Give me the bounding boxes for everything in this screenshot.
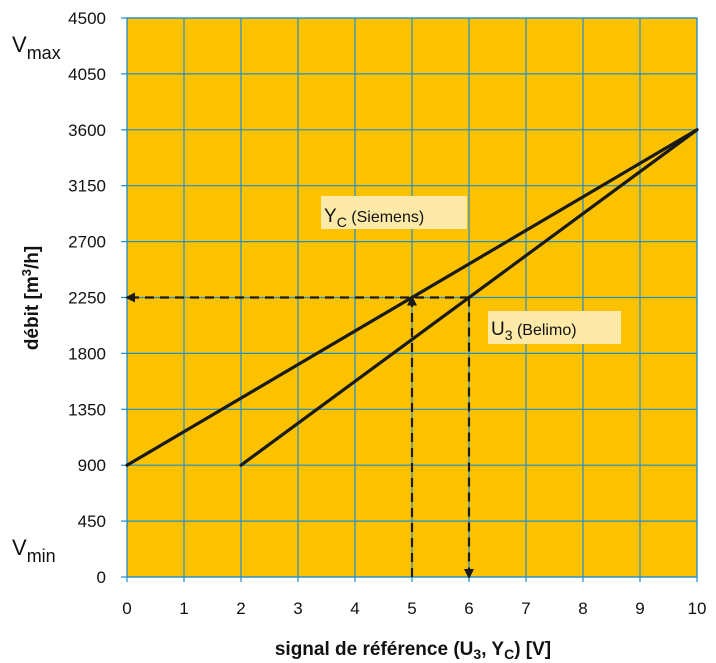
x-tick-label: 0 (122, 599, 131, 618)
v-min-label: Vmin (12, 535, 56, 566)
series-label-rest: (Belimo) (513, 322, 577, 339)
x-tick-label: 7 (521, 599, 530, 618)
y-tick-label: 1800 (68, 344, 106, 363)
y-tick-label: 3150 (68, 177, 106, 196)
series-label-belimo: U3 (Belimo) (488, 311, 621, 344)
y-tick-label: 4500 (68, 9, 106, 28)
svg-text:YC (Siemens): YC (Siemens) (324, 206, 424, 230)
svg-text:U3 (Belimo): U3 (Belimo) (491, 319, 577, 343)
axis-ticks (121, 17, 698, 582)
v-max-label: Vmax (12, 32, 61, 63)
y-tick-label: 2250 (68, 289, 106, 308)
series-label-rest: (Siemens) (347, 209, 424, 226)
y-tick-label: 2700 (68, 233, 106, 252)
series-label-sub: 3 (505, 327, 513, 343)
series-label-main: U (491, 319, 505, 340)
series-label-sub: C (337, 214, 347, 230)
x-axis-title: signal de référence (U3, YC) [V] (275, 639, 551, 662)
y-tick-label: 4050 (68, 65, 106, 84)
x-tick-label: 2 (236, 599, 245, 618)
x-tick-label: 1 (179, 599, 188, 618)
x-tick-label: 3 (293, 599, 302, 618)
y-tick-labels: 0 450 900 1350 1800 2250 2700 3150 3600 4050 4500 (68, 9, 106, 587)
x-tick-label: 5 (407, 599, 416, 618)
y-tick-label: 450 (78, 512, 106, 531)
y-tick-label: 1350 (68, 400, 106, 419)
series-label-siemens: YC (Siemens) (321, 196, 467, 230)
x-tick-labels: 0 1 2 3 4 5 6 7 8 9 10 (122, 599, 706, 618)
series-label-main: Y (324, 206, 337, 227)
x-tick-label: 8 (578, 599, 587, 618)
y-tick-label: 900 (78, 456, 106, 475)
x-tick-label: 4 (350, 599, 359, 618)
y-axis-title: débit [m3/h] (19, 246, 43, 350)
x-tick-label: 6 (464, 599, 473, 618)
x-tick-label: 10 (688, 599, 707, 618)
x-tick-label: 9 (635, 599, 644, 618)
y-tick-label: 0 (97, 568, 106, 587)
annotation-arrows (125, 292, 474, 579)
y-tick-label: 3600 (68, 121, 106, 140)
